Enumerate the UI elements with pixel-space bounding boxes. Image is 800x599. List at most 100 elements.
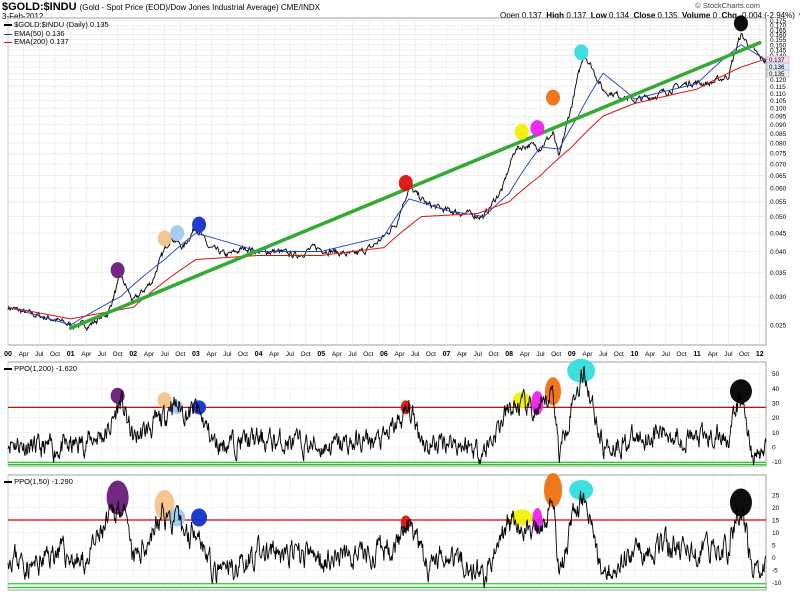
price-y-tick: 0.115 [770, 84, 786, 91]
price-x-label: 03 [192, 351, 200, 358]
price-x-label: Oct [363, 351, 373, 358]
price-x-label: Oct [238, 351, 248, 358]
price-x-label: 10 [631, 351, 639, 358]
peak-marker [729, 488, 752, 517]
trendline [68, 40, 762, 330]
price-y-tick: 0.070 [770, 161, 787, 168]
price-y-tick: 0.040 [770, 249, 787, 256]
price-x-label: 00 [4, 351, 12, 358]
ppo1-y-tick: 0 [772, 444, 776, 451]
legend-swatch-ema200 [4, 41, 12, 43]
price-x-label: Oct [614, 351, 624, 358]
price-x-label: Jul [411, 351, 420, 358]
high-value: 0.137 [566, 11, 587, 20]
price-x-label: Oct [551, 351, 561, 358]
peak-marker [398, 174, 413, 191]
price-y-tick: 0.035 [770, 270, 787, 277]
last-value-label: 0.135 [769, 71, 785, 78]
ppo1-y-tick: 10 [772, 430, 780, 437]
price-x-label: Apr [144, 351, 155, 358]
last-value-label: 0.136 [769, 64, 785, 71]
price-y-tick: 0.080 [770, 141, 787, 148]
price-x-label: Apr [207, 351, 218, 358]
price-y-tick: 0.150 [770, 42, 787, 49]
price-y-tick: 0.160 [770, 32, 787, 39]
peak-marker [514, 123, 529, 140]
price-x-label: Jul [35, 351, 44, 358]
ppo2-y-tick: 20 [772, 505, 780, 512]
price-x-label: Apr [582, 351, 593, 358]
peak-marker [169, 508, 186, 527]
ema200-line [7, 58, 767, 320]
ppo1-y-tick: 40 [772, 386, 780, 393]
ppo2-line [7, 490, 767, 589]
legend-price: $GOLD:$INDU (Daily) 0.135 [4, 20, 109, 29]
peak-marker [512, 392, 531, 409]
legend-ppo2: PPO(1,50) -1.290 [4, 477, 73, 486]
ppo2-y-tick: -10 [772, 580, 782, 587]
peak-marker [191, 508, 208, 527]
price-y-tick: 0.030 [770, 294, 787, 301]
last-value-box [766, 69, 790, 78]
volume-value: 0 [712, 11, 718, 20]
peak-marker [546, 89, 561, 106]
price-x-label: 04 [255, 351, 263, 358]
peak-marker [170, 225, 185, 242]
price-x-label: Apr [645, 351, 656, 358]
price-y-tick: 0.075 [770, 151, 787, 158]
chart-date: 3-Feb-2012 [2, 12, 44, 21]
peak-marker [192, 216, 207, 233]
price-x-label: Apr [708, 351, 719, 358]
ppo2-y-tick: 15 [772, 518, 780, 525]
price-x-label: 08 [505, 351, 513, 358]
price-x-label: Apr [520, 351, 531, 358]
price-x-label: Jul [724, 351, 733, 358]
price-x-label: Jul [286, 351, 295, 358]
price-y-tick: 0.055 [770, 199, 787, 206]
ppo1-y-tick: 20 [772, 415, 780, 422]
peak-marker [531, 391, 544, 416]
price-x-label: Apr [81, 351, 92, 358]
ppo1-y-tick: -10 [772, 459, 782, 466]
peak-marker [733, 15, 748, 32]
price-x-label: Jul [223, 351, 232, 358]
price-x-label: Apr [457, 351, 468, 358]
price-y-tick: 0.110 [770, 91, 786, 98]
price-x-label: 11 [693, 351, 701, 358]
peak-marker [729, 379, 752, 404]
price-y-tick: 0.165 [770, 27, 787, 34]
price-y-tick: 0.025 [770, 323, 787, 330]
price-x-label: Oct [113, 351, 123, 358]
low-value: 0.134 [609, 11, 630, 20]
price-x-label: Oct [739, 351, 749, 358]
price-x-label: Apr [394, 351, 405, 358]
price-x-label: Jul [599, 351, 608, 358]
price-x-label: 12 [756, 351, 764, 358]
ppo1-line [7, 366, 767, 466]
price-x-label: Oct [175, 351, 185, 358]
price-x-label: Oct [488, 351, 498, 358]
ohlc-readout: Open 0.137 High 0.137 Low 0.134 Close 0.… [500, 11, 800, 20]
price-x-label: 01 [67, 351, 75, 358]
price-y-tick: 0.100 [770, 106, 787, 113]
price-x-label: 05 [317, 351, 325, 358]
price-y-tick: 0.105 [770, 98, 787, 105]
price-x-label: Oct [50, 351, 60, 358]
price-y-tick: 0.045 [770, 231, 787, 238]
peak-marker [544, 473, 563, 507]
ppo2-y-tick: 5 [772, 543, 776, 550]
price-y-tick: 0.085 [770, 131, 787, 138]
price-x-label: Apr [269, 351, 280, 358]
price-y-tick: 0.155 [770, 37, 787, 44]
chart-subtitle: (Gold - Spot Price (EOD)/Dow Jones Indus… [79, 3, 321, 12]
price-x-label: Jul [474, 351, 483, 358]
chart-title: $GOLD:$INDU (Gold - Spot Price (EOD)/Dow… [2, 1, 321, 13]
peak-marker [110, 262, 125, 279]
down-arrow-icon: ▼ [797, 11, 800, 20]
price-y-tick: 0.175 [770, 18, 787, 25]
price-x-label: Jul [98, 351, 107, 358]
peak-marker [569, 480, 594, 500]
chg-value: -0.004 (-2.94%) [739, 11, 795, 20]
price-y-tick: 0.090 [770, 122, 787, 129]
